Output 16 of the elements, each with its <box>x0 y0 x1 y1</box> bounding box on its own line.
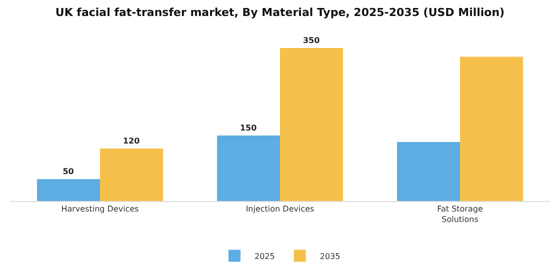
x-tick-label: Harvesting Devices <box>61 204 139 214</box>
chart-title: UK facial fat-transfer market, By Material Type, 2025-2035 (USD Million) <box>55 6 505 20</box>
x-tick-label: Injection Devices <box>246 204 314 214</box>
bar <box>217 135 280 201</box>
bar <box>280 48 343 201</box>
data-label: 120 <box>122 136 140 146</box>
data-label: 50 <box>62 167 74 176</box>
x-tick-label: Fat Storage Solutions <box>437 204 483 224</box>
bar <box>100 148 163 201</box>
bar <box>460 56 523 201</box>
bar <box>37 179 100 201</box>
data-label: 350 <box>302 36 320 46</box>
bar <box>397 142 460 201</box>
data-label: 150 <box>240 123 258 132</box>
legend-label: 2035 <box>320 252 340 261</box>
legend-label: 2025 <box>254 252 275 261</box>
